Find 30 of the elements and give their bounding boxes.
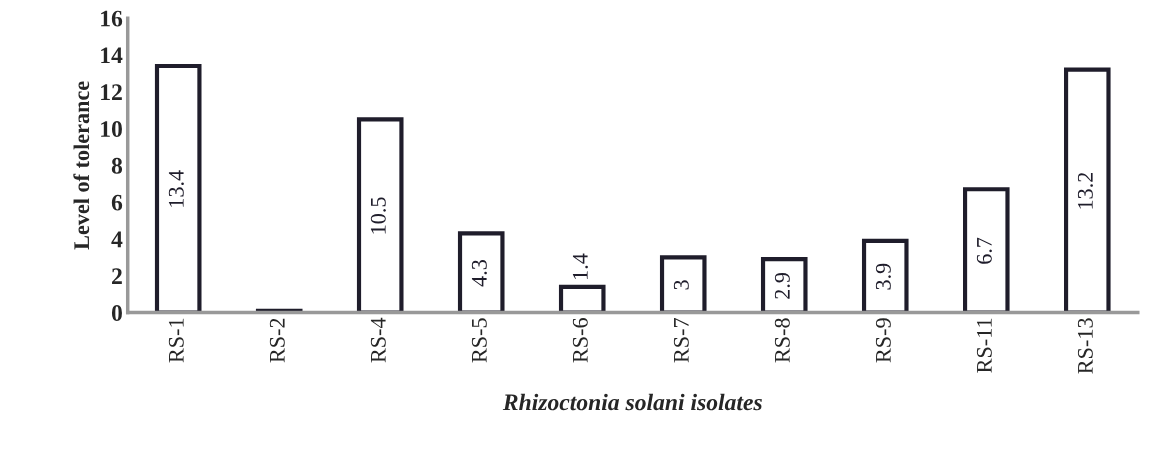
y-tick-label: 8 <box>111 157 123 174</box>
x-tick-label: RS-8 <box>774 318 790 363</box>
x-tick-label: RS-7 <box>673 318 689 363</box>
y-tick-label: 6 <box>111 194 123 211</box>
x-tick-label: RS-13 <box>1077 318 1093 374</box>
x-tick-label: RS-2 <box>269 318 285 363</box>
data-label: 2.9 <box>774 272 790 299</box>
x-tick-label: RS-4 <box>370 317 386 363</box>
y-tick-label: 2 <box>112 268 122 284</box>
data-label: 13.2 <box>1077 172 1093 209</box>
x-tick-label: RS-11 <box>976 318 992 373</box>
x-tick-label: RS-1 <box>168 318 184 363</box>
data-label: 3 <box>673 280 689 290</box>
y-tick-label: 12 <box>101 84 122 100</box>
data-label: 1.4 <box>572 253 588 279</box>
x-tick-label: RS-5 <box>471 318 487 363</box>
y-axis-title: Level of tolerance <box>73 81 90 250</box>
x-tick-label: RS-9 <box>875 318 891 363</box>
data-label: 4.3 <box>471 259 487 287</box>
data-label: 13.4 <box>168 170 184 207</box>
data-label: 10.5 <box>370 197 386 234</box>
x-tick-label: RS-6 <box>572 318 588 363</box>
y-tick-label: 4 <box>111 231 123 248</box>
data-label: 6.7 <box>976 237 992 264</box>
y-tick-label: 0 <box>111 305 122 321</box>
y-tick-label: 14 <box>101 47 123 64</box>
y-tick-label: 16 <box>101 10 123 27</box>
x-axis-title: Rhizoctonia solani isolates <box>502 393 762 411</box>
data-label: 3.9 <box>875 263 891 290</box>
y-tick-label: 10 <box>101 121 122 137</box>
